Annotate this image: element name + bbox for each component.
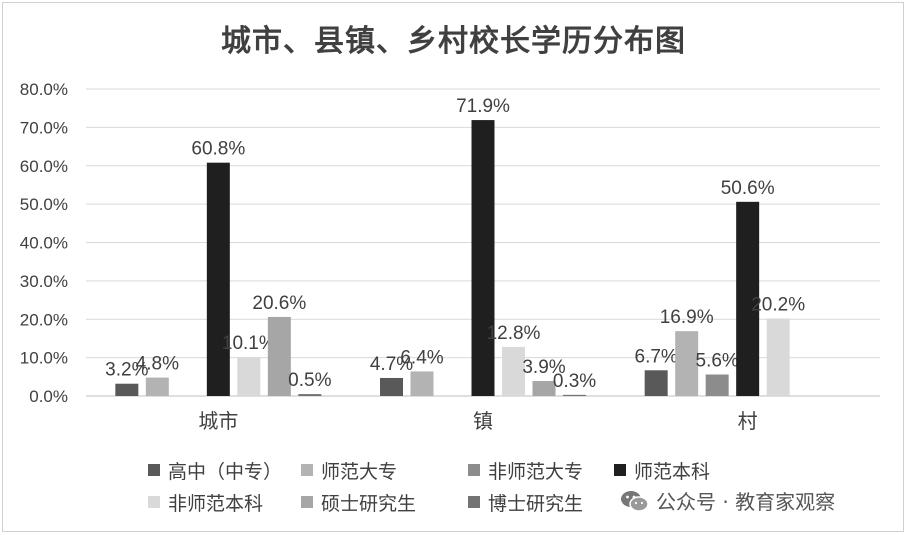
legend-item: 硕士研究生 [301,487,416,517]
y-tick-label: 10.0% [20,349,68,368]
data-label: 20.2% [751,294,805,315]
legend-swatch [614,464,626,476]
legend-row: 高中（中专） 师范大专 非师范大专 师范本科 [0,455,907,485]
bar [644,370,668,396]
legend-item: 博士研究生 [468,487,583,517]
chart-title: 城市、县镇、乡村校长学历分布图 [221,24,686,59]
data-label: 6.7% [635,346,678,367]
y-tick-label: 30.0% [20,272,68,291]
data-label: 20.6% [252,293,306,314]
legend-label: 师范大专 [321,460,398,483]
legend-item: 高中（中专） [148,455,282,485]
bar [675,331,699,396]
data-label: 60.8% [191,139,245,160]
data-label: 0.5% [288,370,331,391]
bar [298,394,322,396]
data-label: 10.1% [222,333,276,354]
bar [267,316,291,396]
y-tick-label: 20.0% [20,310,68,329]
bar [206,162,230,396]
data-label: 4.7% [370,354,413,375]
legend-swatch [468,464,480,476]
data-label: 4.8% [136,354,179,375]
legend-label: 硕士研究生 [321,492,417,515]
legend-label: 高中（中专） [168,460,283,483]
legend-label: 博士研究生 [488,492,584,515]
legend-swatch [148,464,160,476]
y-tick-label: 60.0% [20,157,68,176]
bar [237,357,261,396]
legend-swatch [301,496,313,508]
bar [532,381,556,396]
legend-item: 非师范大专 [468,455,583,485]
bar [766,318,790,396]
data-label: 71.9% [456,96,510,117]
bar [502,346,525,396]
wechat-icon [621,490,649,512]
bar [380,377,403,396]
bar [115,383,139,396]
legend-item: 师范本科 [614,455,710,485]
legend-label: 非师范大专 [488,460,584,483]
legend-swatch [468,496,480,508]
y-tick-label: 70.0% [20,118,68,137]
watermark-text: 公众号 · 教育家观察 [656,490,836,514]
data-label: 0.3% [553,371,596,392]
x-tick-label: 村 [738,409,758,433]
watermark: 公众号 · 教育家观察 [620,486,835,515]
legend-label: 师范本科 [634,460,711,483]
x-tick-label: 镇 [473,409,493,433]
y-tick-label: 0.0% [29,387,68,406]
data-label: 16.9% [660,307,714,328]
bar [563,394,586,396]
y-tick-label: 40.0% [20,234,68,253]
data-label: 12.8% [487,323,541,344]
data-label: 50.6% [721,178,775,199]
bar [471,120,495,397]
y-tick-label: 80.0% [20,80,68,99]
bar [705,374,729,396]
bar [145,377,169,396]
legend-row: 非师范本科 硕士研究生 博士研究生 [0,487,907,517]
data-label: 3.2% [105,360,148,381]
data-label: 5.6% [696,351,739,372]
legend-item: 师范大专 [301,455,397,485]
y-tick-label: 50.0% [20,195,68,214]
legend-item: 非师范本科 [148,487,263,517]
legend-swatch [148,496,160,508]
data-label: 3.9% [522,357,565,378]
x-tick-label: 城市 [198,409,238,433]
bar [410,371,434,396]
bar [736,201,760,396]
data-label: 6.4% [400,347,443,368]
legend-swatch [301,464,313,476]
legend-label: 非师范本科 [168,492,264,515]
